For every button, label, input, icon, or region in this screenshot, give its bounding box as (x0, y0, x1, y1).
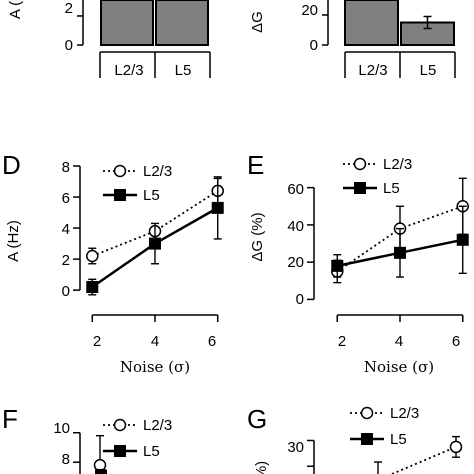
legend-label-l23: L2/3 (143, 163, 172, 180)
panel-E-xtick: 4 (395, 333, 403, 350)
panel-G-letter: G (247, 404, 267, 434)
panel-G: G %) 30 L2/3 L5 (247, 404, 463, 474)
panel-D-xtick: 2 (93, 333, 101, 350)
panel-F-ytick: 10 (53, 420, 70, 437)
data-point-l23 (86, 249, 99, 263)
legend-label-l5: L5 (383, 180, 400, 197)
panel-E-ylabel: ΔG (%) (249, 212, 266, 261)
legend-marker-l23 (113, 418, 127, 432)
legend-marker-l23 (113, 164, 127, 178)
series-line-l23 (391, 446, 457, 474)
panel-D-letter: D (2, 150, 21, 180)
panel-D-xticklabels: 2 4 6 (93, 333, 216, 350)
panel-D-series (86, 176, 224, 296)
legend-label-l23: L2/3 (390, 405, 419, 422)
data-point-l5 (95, 469, 107, 474)
legend-label-l23: L2/3 (143, 417, 172, 434)
panel-D-axes (73, 165, 219, 322)
panel-F-axes (73, 431, 81, 474)
top-right-ytick-20: 20 (301, 2, 318, 19)
panel-G-axes (307, 439, 315, 474)
legend-marker-l5 (114, 445, 126, 457)
panel-E-series (331, 177, 469, 284)
panel-E-ytick: 60 (287, 181, 304, 198)
panel-D-ytick: 8 (62, 159, 70, 176)
panel-E-yticklabels: 0 20 40 60 (287, 181, 304, 308)
top-right-ytick-0: 0 (310, 37, 318, 54)
panel-E-xlabel: Noise (σ) (364, 358, 434, 376)
panel-E: E ΔG (%) 0 20 40 60 2 4 6 Noise (σ) L2/3… (247, 150, 469, 376)
panel-D-ytick: 6 (62, 190, 70, 207)
panel-E-letter: E (247, 150, 264, 180)
panel-top-right: ΔG 0 20 L2/3 L5 (249, 0, 456, 79)
top-right-axes (322, 0, 456, 78)
panel-E-ytick: 20 (287, 254, 304, 271)
data-point-l23 (449, 440, 463, 454)
legend-marker-l5 (354, 182, 366, 194)
legend-marker-l23 (360, 406, 374, 420)
panel-E-ytick: 40 (287, 218, 304, 235)
legend-label-l5: L5 (390, 431, 407, 448)
panel-top-left: A ( 0 2 L2/3 L5 (7, 0, 211, 79)
legend-label-l5: L5 (143, 443, 160, 460)
top-right-ylabel: ΔG (249, 11, 266, 33)
panel-G-ylabel: %) (253, 461, 270, 474)
panel-E-xtick: 6 (452, 333, 460, 350)
data-point-l5 (86, 281, 99, 294)
panel-D-xtick: 6 (208, 333, 216, 350)
panel-F-letter: F (2, 404, 18, 434)
data-point-l5 (211, 201, 224, 214)
top-left-axes (77, 0, 211, 78)
panel-G-series (374, 435, 463, 474)
legend-marker-l5 (114, 189, 126, 201)
panel-D-yticklabels: 0 2 4 6 8 (62, 159, 70, 300)
panel-F: F 10 8 L2/3 L5 (2, 404, 172, 474)
panel-E-legend: L2/3 L5 (343, 156, 412, 197)
panel-D-ytick: 2 (62, 252, 70, 269)
top-right-category-0: L2/3 (358, 62, 387, 79)
panel-D: D A (Hz) 0 2 4 6 8 2 4 6 Noise (σ) L2/3 … (2, 150, 224, 376)
panel-D-xlabel: Noise (σ) (120, 358, 190, 376)
top-left-ytick-2: 2 (65, 0, 73, 17)
panel-D-ylabel: A (Hz) (5, 220, 22, 262)
panel-E-xticklabels: 2 4 6 (338, 333, 460, 350)
panel-G-ytick: 30 (287, 439, 304, 456)
panel-E-axes (307, 186, 464, 322)
top-right-category-1: L5 (420, 62, 437, 79)
top-right-bars (344, 0, 455, 46)
panel-E-xtick: 2 (338, 333, 346, 350)
bar-0 (344, 0, 399, 46)
panel-D-xtick: 4 (151, 333, 159, 350)
legend-label-l23: L2/3 (383, 156, 412, 173)
panel-D-ytick: 0 (62, 283, 70, 300)
panel-D-legend: L2/3 L5 (103, 163, 172, 204)
panel-G-legend: L2/3 L5 (350, 405, 419, 448)
top-left-category-1: L5 (175, 62, 192, 79)
legend-label-l5: L5 (143, 187, 160, 204)
panel-E-ytick: 0 (296, 291, 304, 308)
data-point-l5 (394, 246, 406, 259)
panel-D-ytick: 4 (62, 221, 70, 238)
panel-F-series (93, 434, 107, 474)
top-left-bars (100, 0, 209, 46)
top-left-ylabel: A ( (7, 1, 24, 19)
bar-0 (100, 0, 154, 46)
legend-marker-l5 (361, 433, 373, 445)
data-point-l5 (331, 259, 344, 272)
panel-F-ytick: 8 (62, 451, 70, 468)
bar-1 (155, 0, 209, 46)
top-left-category-0: L2/3 (114, 62, 143, 79)
panel-F-legend: L2/3 L5 (103, 417, 172, 460)
data-point-l5 (456, 233, 469, 246)
legend-marker-l23 (353, 157, 367, 171)
top-left-ytick-0: 0 (65, 37, 73, 54)
data-point-l5 (149, 237, 161, 250)
